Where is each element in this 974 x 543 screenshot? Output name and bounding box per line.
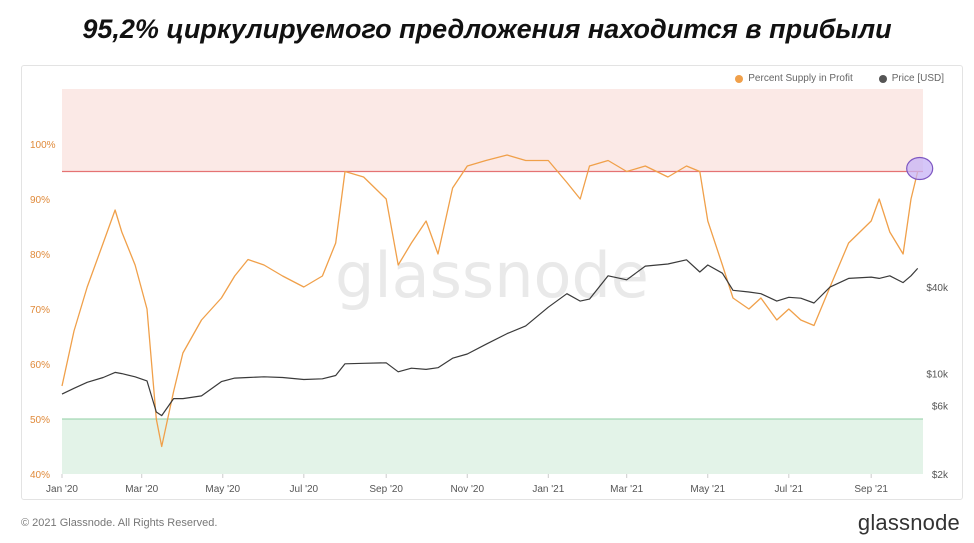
copyright-text: © 2021 Glassnode. All Rights Reserved. (21, 517, 218, 529)
x-tick-label: Jan '21 (532, 484, 564, 495)
x-tick-label: Mar '21 (610, 484, 643, 495)
price-series-line (61, 259, 919, 417)
y-right-tick-label: $6k (932, 401, 949, 412)
y-right-tick-label: $2k (932, 470, 949, 481)
y-left-tick-label: 50% (30, 415, 50, 426)
watermark: glassnode (335, 239, 649, 312)
y-left-tick-label: 100% (30, 140, 56, 151)
price-legend-dot (878, 74, 887, 83)
y-left-tick-label: 80% (30, 250, 50, 261)
y-left-tick-label: 40% (30, 470, 50, 481)
legend-item-price[interactable]: Price [USD] (878, 73, 944, 84)
x-tick-label: May '20 (205, 484, 240, 495)
y-right-tick-label: $10k (926, 370, 949, 381)
x-tick-label: Sep '21 (854, 484, 888, 495)
lower-band (62, 419, 923, 474)
chart-legend: Percent Supply in Profit Price [USD] (735, 73, 944, 84)
glassnode-logo[interactable]: glassnode (857, 510, 960, 535)
x-tick-label: May '21 (690, 484, 725, 495)
upper-band (62, 89, 923, 172)
x-tick-label: Nov '20 (450, 484, 484, 495)
legend-label-price: Price [USD] (891, 73, 944, 84)
x-tick-label: Jul '21 (775, 484, 804, 495)
y-left-tick-label: 70% (30, 305, 50, 316)
highlight-marker (906, 156, 934, 181)
x-tick-label: Jan '20 (46, 484, 78, 495)
legend-item-supply[interactable]: Percent Supply in Profit (735, 73, 853, 84)
legend-label-supply: Percent Supply in Profit (748, 73, 853, 84)
y-right-tick-label: $40k (926, 283, 949, 294)
supply-legend-dot (735, 74, 744, 83)
x-tick-label: Mar '20 (125, 484, 158, 495)
chart-title: 95,2% циркулируемого предложения находит… (82, 14, 892, 44)
x-tick-label: Jul '20 (290, 484, 319, 495)
y-left-tick-label: 90% (30, 195, 50, 206)
y-left-tick-label: 60% (30, 360, 50, 371)
x-tick-label: Sep '20 (369, 484, 403, 495)
